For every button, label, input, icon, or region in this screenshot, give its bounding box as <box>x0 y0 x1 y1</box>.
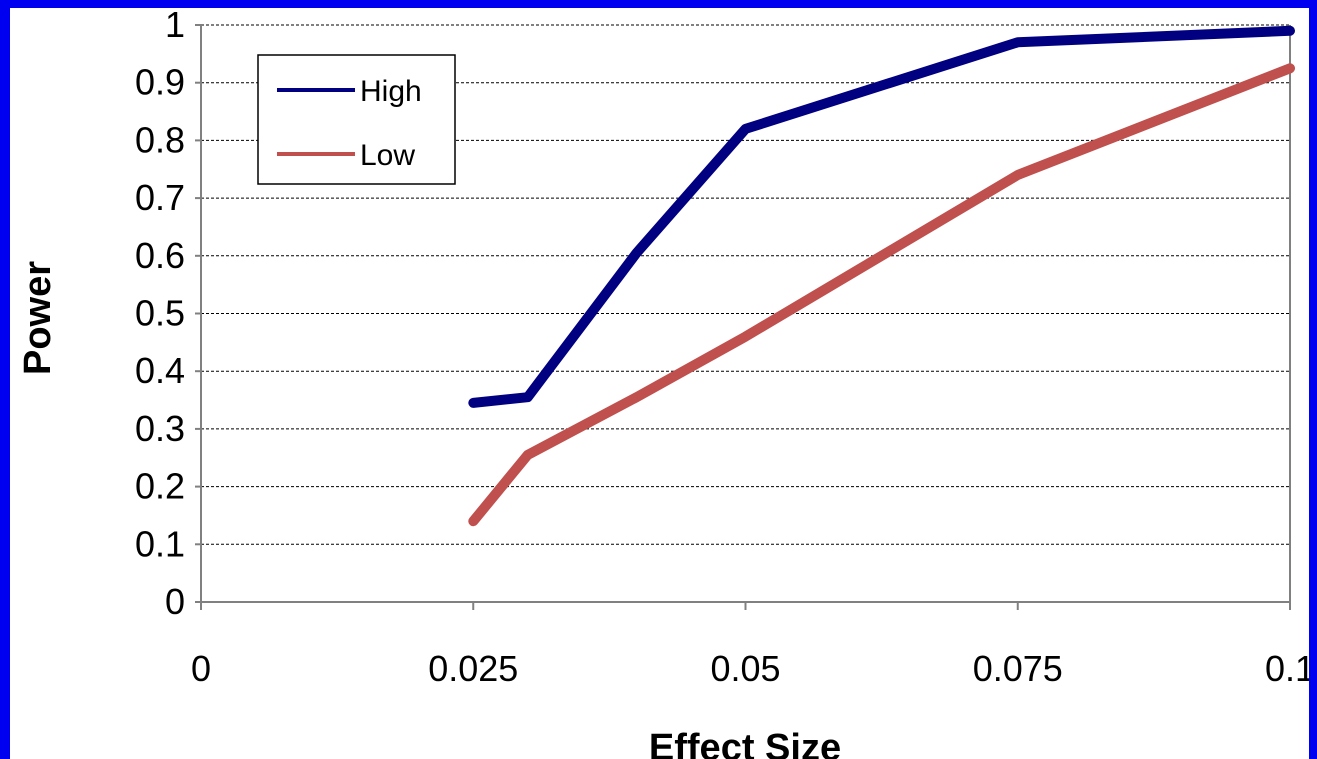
data-point-high <box>472 402 474 404</box>
axes <box>195 24 1291 610</box>
y-tick-label: 0.3 <box>135 408 185 449</box>
y-tick-label: 0.5 <box>135 293 185 334</box>
data-point-low <box>745 336 746 338</box>
series-lines <box>468 25 1295 527</box>
x-tick-label: 0.075 <box>973 648 1063 689</box>
data-point-low <box>527 454 529 456</box>
data-point-high <box>1017 41 1019 43</box>
data-point-low <box>1289 67 1291 69</box>
data-point-low <box>1017 174 1019 176</box>
legend-label-low: Low <box>360 139 415 172</box>
legend-box <box>257 54 456 185</box>
legend: High Low <box>257 54 456 185</box>
series-line-low <box>468 63 1295 527</box>
y-tick-label: 0.4 <box>135 350 185 391</box>
y-tick-label: 0.2 <box>135 466 185 507</box>
data-point-low <box>472 520 474 522</box>
line-chart: 0 0.1 0.2 0.3 0.4 0.5 0.6 0.7 0.8 0.9 1 0 0.025 0.05 0… <box>17 8 1309 759</box>
x-tick-label: 0.025 <box>428 648 518 689</box>
y-tick-label: 1 <box>165 8 185 45</box>
x-tick-label: 0.1 <box>1265 648 1309 689</box>
y-axis-title: Power <box>17 261 59 375</box>
legend-label-high: High <box>360 75 422 108</box>
y-tick-label: 0 <box>165 581 185 622</box>
y-tick-label: 0.1 <box>135 523 185 564</box>
data-point-high <box>745 128 746 130</box>
x-axis-title: Effect Size <box>649 727 841 759</box>
series-line-high <box>468 25 1295 408</box>
x-tick-label: 0.05 <box>710 648 780 689</box>
y-tick-label: 0.8 <box>135 119 185 160</box>
data-point-high <box>1289 30 1291 32</box>
x-tick-label: 0 <box>191 648 211 689</box>
y-tick-label: 0.9 <box>135 62 185 103</box>
data-point-high <box>636 252 638 254</box>
chart-canvas: 0 0.1 0.2 0.3 0.4 0.5 0.6 0.7 0.8 0.9 1 0 0.025 0.05 0… <box>10 8 1309 759</box>
y-tick-label: 0.6 <box>135 235 185 276</box>
tick-labels: 0 0.1 0.2 0.3 0.4 0.5 0.6 0.7 0.8 0.9 1 0 0.025 0.05 0… <box>135 8 1309 689</box>
data-point-high <box>527 396 529 398</box>
y-tick-label: 0.7 <box>135 177 185 218</box>
data-point-low <box>636 396 638 398</box>
